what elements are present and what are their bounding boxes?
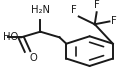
Text: H₂N: H₂N (31, 5, 50, 15)
Text: F: F (111, 16, 116, 26)
Text: O: O (29, 53, 37, 63)
Text: HO: HO (3, 32, 18, 42)
Text: F: F (71, 5, 77, 15)
Text: F: F (94, 0, 99, 10)
